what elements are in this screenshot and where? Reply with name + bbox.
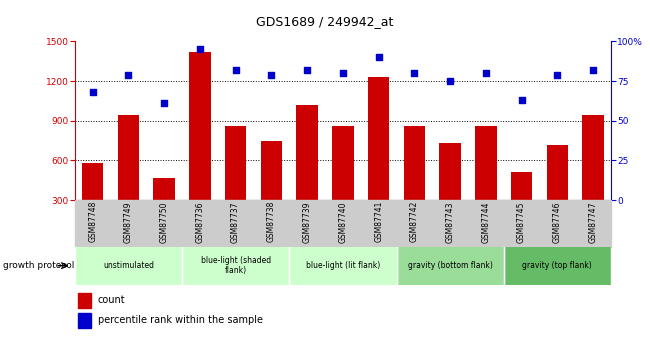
- Text: GSM87737: GSM87737: [231, 201, 240, 243]
- Text: GSM87740: GSM87740: [339, 201, 347, 243]
- Text: GSM87743: GSM87743: [446, 201, 454, 243]
- Point: [516, 97, 526, 103]
- Text: blue-light (shaded
flank): blue-light (shaded flank): [201, 256, 270, 275]
- Text: GSM87742: GSM87742: [410, 201, 419, 243]
- Point: [159, 100, 169, 106]
- Text: GSM87750: GSM87750: [160, 201, 168, 243]
- Point: [445, 78, 455, 84]
- Bar: [511, 172, 532, 200]
- Text: GSM87745: GSM87745: [517, 201, 526, 243]
- Text: GDS1689 / 249942_at: GDS1689 / 249942_at: [256, 16, 394, 29]
- Bar: [78, 313, 91, 328]
- Point: [266, 72, 277, 78]
- Bar: [296, 105, 318, 200]
- Point: [373, 55, 384, 60]
- Bar: [82, 163, 103, 200]
- Text: unstimulated: unstimulated: [103, 261, 154, 270]
- Text: GSM87744: GSM87744: [482, 201, 490, 243]
- Text: GSM87741: GSM87741: [374, 201, 383, 243]
- Bar: [475, 126, 497, 200]
- Bar: [404, 126, 425, 200]
- Bar: [332, 126, 354, 200]
- Point: [481, 70, 491, 76]
- Text: percentile rank within the sample: percentile rank within the sample: [98, 315, 263, 325]
- Text: gravity (top flank): gravity (top flank): [523, 261, 592, 270]
- Bar: [289, 247, 396, 285]
- Point: [87, 89, 98, 95]
- Text: count: count: [98, 295, 125, 305]
- Bar: [547, 145, 568, 200]
- Bar: [78, 293, 91, 308]
- Point: [302, 67, 312, 73]
- Point: [588, 67, 598, 73]
- Point: [338, 70, 348, 76]
- Bar: [582, 116, 604, 200]
- Point: [230, 67, 240, 73]
- Text: growth protocol: growth protocol: [3, 261, 75, 270]
- Bar: [439, 143, 461, 200]
- Bar: [118, 116, 139, 200]
- Bar: [182, 247, 289, 285]
- Text: blue-light (lit flank): blue-light (lit flank): [306, 261, 380, 270]
- Bar: [261, 141, 282, 200]
- Bar: [75, 247, 182, 285]
- Text: GSM87738: GSM87738: [267, 201, 276, 243]
- Bar: [153, 178, 175, 200]
- Point: [124, 72, 134, 78]
- Point: [195, 47, 205, 52]
- Text: GSM87739: GSM87739: [303, 201, 311, 243]
- Bar: [368, 77, 389, 200]
- Text: GSM87748: GSM87748: [88, 201, 97, 243]
- Text: GSM87746: GSM87746: [553, 201, 562, 243]
- Text: GSM87736: GSM87736: [196, 201, 204, 243]
- Bar: [396, 247, 504, 285]
- Bar: [189, 52, 211, 200]
- Bar: [504, 247, 611, 285]
- Text: GSM87747: GSM87747: [589, 201, 597, 243]
- Point: [552, 72, 563, 78]
- Text: GSM87749: GSM87749: [124, 201, 133, 243]
- Bar: [225, 126, 246, 200]
- Text: gravity (bottom flank): gravity (bottom flank): [408, 261, 493, 270]
- Point: [410, 70, 420, 76]
